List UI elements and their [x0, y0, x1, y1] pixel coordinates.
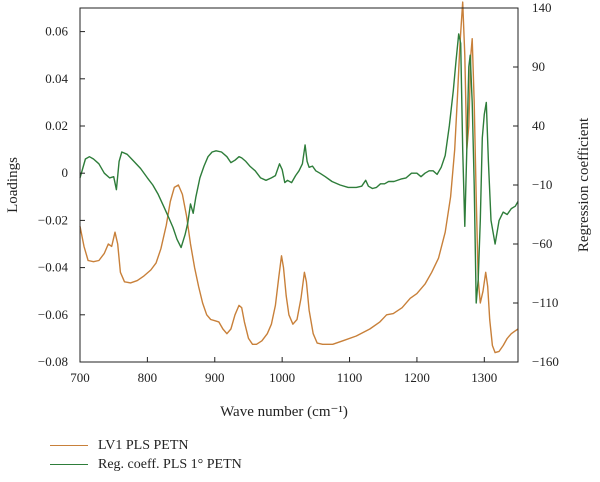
right-tick-label-0: 140: [532, 0, 552, 15]
x-axis-title: Wave number (cm⁻¹): [220, 404, 348, 420]
series-line-lv1: [79, 1, 519, 354]
left-tick-label-3: 0: [62, 165, 69, 180]
legend-label-reg-coeff: Reg. coeff. PLS 1° PETN: [98, 456, 242, 472]
legend-swatch-reg-coeff: [50, 464, 88, 465]
right-tick-label-3: −10: [532, 177, 552, 192]
left-tick-label-5: −0.04: [38, 260, 69, 275]
right-tick-label-4: −60: [532, 236, 552, 251]
x-tick-label-900: 900: [205, 370, 225, 385]
x-tick-label-1300: 1300: [471, 370, 497, 385]
series-line-reg-coeff: [79, 33, 519, 304]
right-tick-label-5: −110: [532, 295, 558, 310]
left-tick-label-0: 0.06: [45, 24, 68, 39]
right-tick-label-1: 90: [532, 59, 545, 74]
left-tick-label-2: 0.02: [45, 118, 68, 133]
plot-area: 700 800 900 1000 1100 1200 1300 0.06 0.04 0.02 0 −0…: [38, 0, 559, 385]
legend-item-reg-coeff: Reg. coeff. PLS 1° PETN: [50, 455, 242, 474]
x-tick-label-800: 800: [138, 370, 158, 385]
right-tick-label-6: −160: [532, 354, 559, 369]
legend: LV1 PLS PETN Reg. coeff. PLS 1° PETN: [50, 436, 242, 474]
legend-label-lv1: LV1 PLS PETN: [98, 437, 189, 453]
x-tick-label-700: 700: [70, 370, 90, 385]
left-tick-label-1: 0.04: [45, 71, 68, 86]
left-tick-label-7: −0.08: [38, 354, 68, 369]
legend-item-lv1: LV1 PLS PETN: [50, 436, 242, 455]
right-tick-label-2: 40: [532, 118, 545, 133]
right-axis-title: Regression coefficient: [576, 117, 592, 252]
x-tick-label-1100: 1100: [337, 370, 363, 385]
x-tick-label-1200: 1200: [404, 370, 430, 385]
legend-swatch-lv1: [50, 445, 88, 446]
left-tick-label-6: −0.06: [38, 307, 69, 322]
x-tick-label-1000: 1000: [269, 370, 295, 385]
left-tick-label-4: −0.02: [38, 212, 68, 227]
left-axis-title: Loadings: [5, 157, 21, 213]
